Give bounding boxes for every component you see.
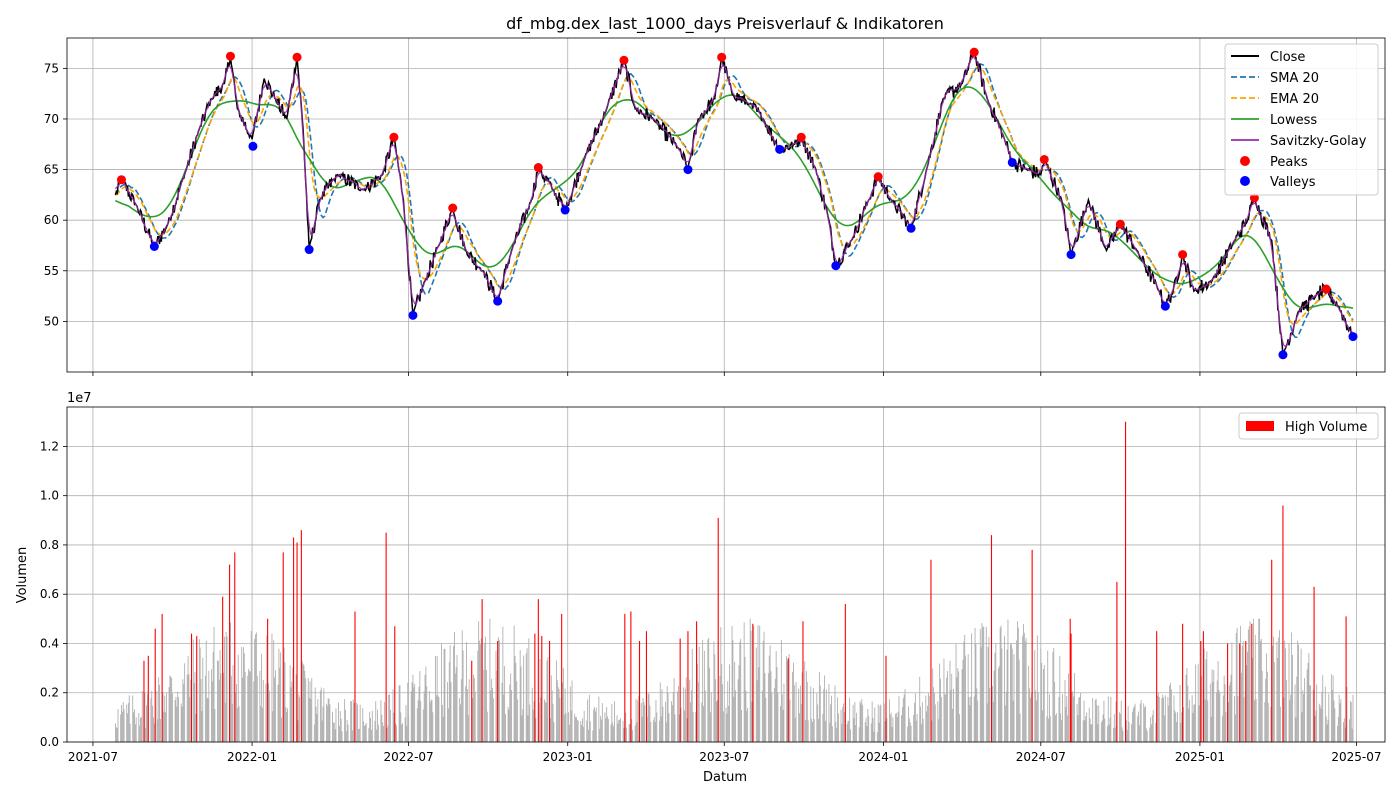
legend-box <box>1224 43 1379 196</box>
top-chart-x-ticks <box>92 372 1357 376</box>
valley-marker <box>1160 301 1170 311</box>
top-y-tick-label: 60 <box>44 213 59 227</box>
peak-marker <box>225 51 235 61</box>
legend-label-ema: EMA 20 <box>1270 92 1319 107</box>
bottom-x-tick-label: 2022-07 <box>384 750 434 764</box>
series-lowess <box>115 86 1354 309</box>
valley-marker <box>906 223 916 233</box>
valley-marker <box>831 261 841 271</box>
peak-marker <box>1321 284 1331 294</box>
legend-swatch-high-volume <box>1246 421 1274 431</box>
top-y-tick-label: 55 <box>44 264 59 278</box>
bottom-y-tick-label: 0.4 <box>40 636 59 650</box>
legend-label-lowess: Lowess <box>1270 113 1317 128</box>
valley-marker <box>1007 157 1017 167</box>
bottom-chart-xlabel: Datum <box>703 770 747 785</box>
peak-marker <box>389 132 399 142</box>
top-chart-frame <box>66 37 1386 373</box>
bottom-chart-frame <box>66 406 1386 743</box>
valley-marker <box>1066 250 1076 260</box>
bottom-y-tick-label: 1.2 <box>40 439 59 453</box>
top-chart-grid <box>67 38 1385 372</box>
top-chart-series <box>114 49 1354 355</box>
bottom-chart-ylabel: Volumen <box>15 547 30 604</box>
peak-marker <box>448 203 458 213</box>
bottom-y-tick-label: 0.2 <box>40 686 59 700</box>
top-chart-title: df_mbg.dex_last_1000_days Preisverlauf &… <box>506 14 944 34</box>
bottom-x-tick-label: 2022-01 <box>227 750 277 764</box>
valley-marker <box>248 141 258 151</box>
bottom-chart-legend: High Volume <box>1238 412 1379 440</box>
valley-marker <box>683 165 693 175</box>
peak-marker <box>717 52 727 62</box>
bottom-y-tick-label: 1.0 <box>40 489 59 503</box>
valley-marker <box>408 310 418 320</box>
bottom-x-tick-label: 2023-01 <box>543 750 593 764</box>
peak-marker <box>969 47 979 57</box>
bottom-x-tick-label: 2024-07 <box>1016 750 1066 764</box>
bottom-x-tick-label: 2021-07 <box>68 750 118 764</box>
bottom-chart-x-ticks: 2021-07 2022-01 2022-07 2023-01 2023-07 2024-… <box>68 742 1382 764</box>
bottom-legend-box <box>1238 412 1379 440</box>
peak-marker <box>1115 219 1125 229</box>
top-y-tick-label: 70 <box>44 112 59 126</box>
bottom-y-tick-label: 0.8 <box>40 538 59 552</box>
peak-marker <box>292 52 302 62</box>
bottom-y-tick-label: 0.6 <box>40 587 59 601</box>
legend-label-peaks: Peaks <box>1270 155 1308 170</box>
top-chart-legend: Close SMA 20 EMA 20 Lowess Savitzky-Gola… <box>1224 43 1379 196</box>
top-chart-markers <box>116 47 1358 360</box>
legend-swatch-valleys <box>1240 176 1250 186</box>
peak-marker <box>796 132 806 142</box>
valley-marker <box>775 144 785 154</box>
valley-marker <box>493 296 503 306</box>
legend-swatch-peaks <box>1240 156 1250 166</box>
legend-label-savgol: Savitzky-Golay <box>1270 134 1367 149</box>
valley-marker <box>304 245 314 255</box>
legend-label-close: Close <box>1270 50 1305 65</box>
valley-marker <box>149 241 159 251</box>
series-ema-20 <box>115 65 1354 326</box>
top-y-tick-label: 50 <box>44 314 59 328</box>
top-y-tick-label: 75 <box>44 61 59 75</box>
legend-label-sma: SMA 20 <box>1270 71 1319 86</box>
peak-marker <box>619 55 629 65</box>
valley-marker <box>1348 332 1358 342</box>
peak-marker <box>1178 250 1188 260</box>
bottom-x-tick-label: 2023-07 <box>699 750 749 764</box>
bottom-y-tick-label: 0.0 <box>40 735 59 749</box>
peak-marker <box>1249 193 1259 203</box>
legend-label-valleys: Valleys <box>1270 175 1316 190</box>
bottom-x-tick-label: 2024-01 <box>858 750 908 764</box>
valley-marker <box>560 205 570 215</box>
peak-marker <box>116 175 126 185</box>
bottom-x-tick-label: 2025-01 <box>1175 750 1225 764</box>
series-savitzky-golay <box>114 56 1354 348</box>
series-sma-20 <box>114 63 1354 339</box>
peak-marker <box>533 163 543 173</box>
peak-marker <box>873 172 883 182</box>
top-y-tick-label: 65 <box>44 163 59 177</box>
top-chart-y-ticks: 50 55 60 65 70 75 <box>44 61 67 328</box>
bottom-chart-scale-label: 1e7 <box>67 391 92 406</box>
bottom-chart-bars <box>114 421 1354 742</box>
bottom-x-tick-label: 2025-07 <box>1331 750 1381 764</box>
valley-marker <box>1278 350 1288 360</box>
bottom-chart-y-ticks: 0.0 0.2 0.4 0.6 0.8 1.0 1.2 <box>40 439 67 749</box>
legend-label-high-volume: High Volume <box>1285 420 1367 435</box>
peak-marker <box>1039 154 1049 164</box>
